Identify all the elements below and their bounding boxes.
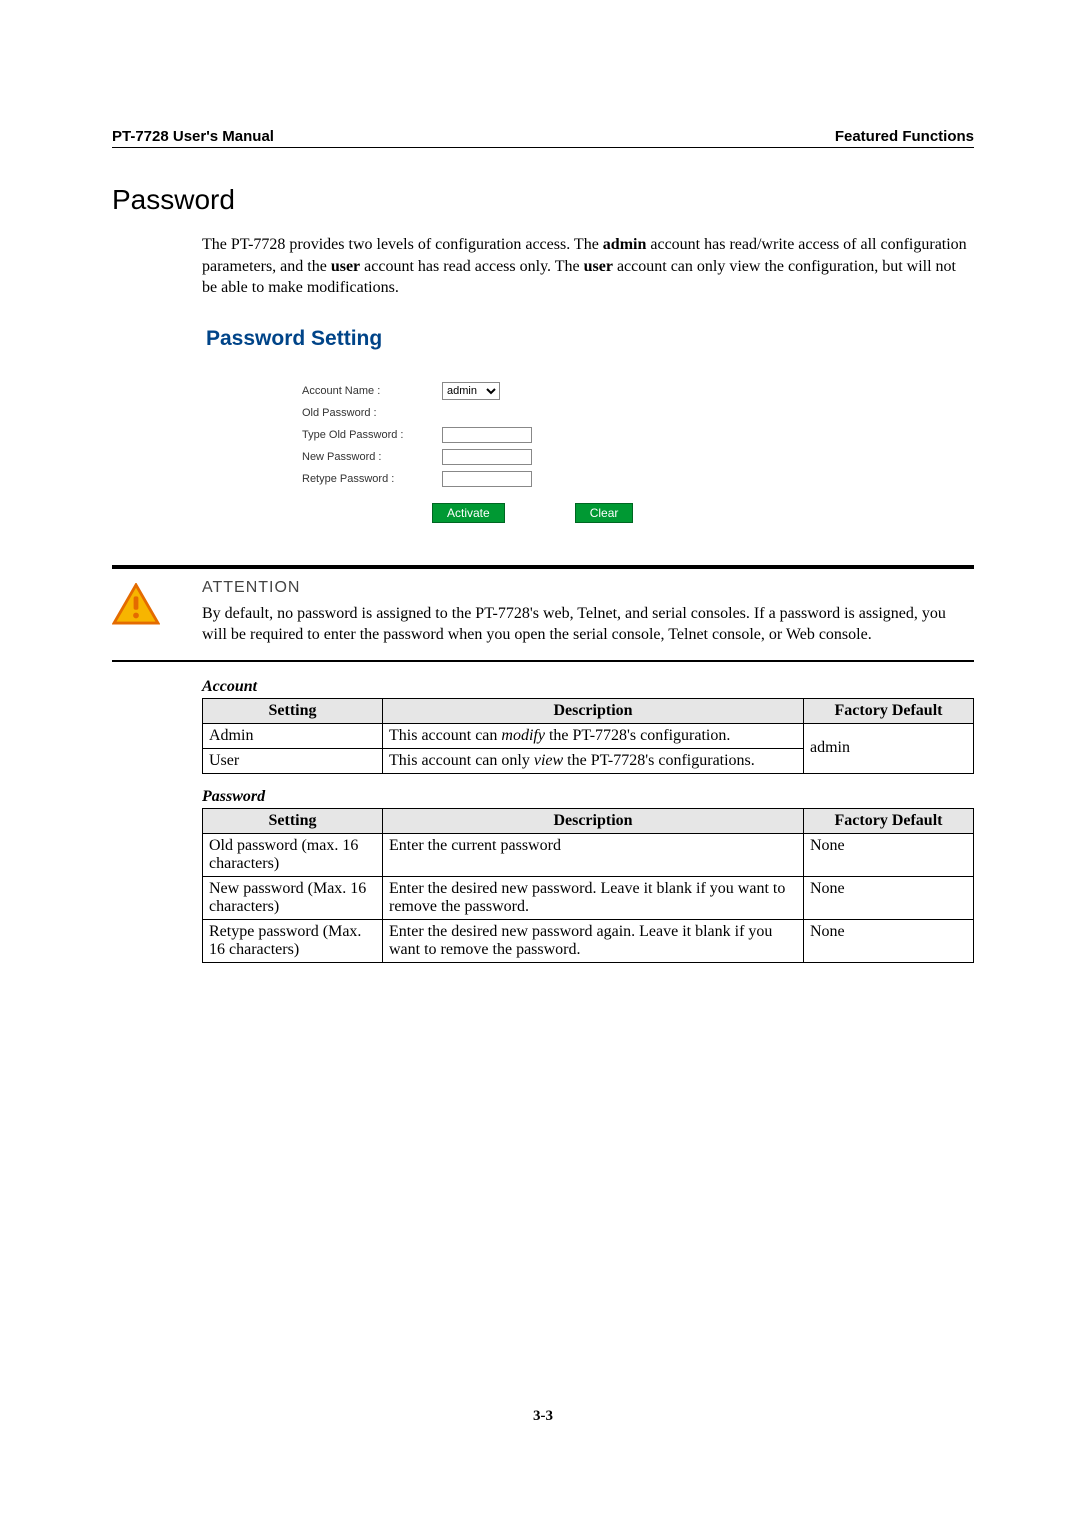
- account-user-desc: This account can only view the PT-7728's…: [383, 748, 804, 773]
- type-old-password-row: Type Old Password :: [302, 425, 702, 445]
- old-password-row: Old Password :: [302, 403, 702, 423]
- activate-button[interactable]: Activate: [432, 503, 505, 523]
- account-admin-desc: This account can modify the PT-7728's co…: [383, 723, 804, 748]
- form-area: Account Name : admin Old Password : Type…: [202, 381, 702, 523]
- page-header: PT-7728 User's Manual Featured Functions: [112, 128, 974, 148]
- intro-b2: user: [331, 258, 360, 275]
- page-number: 3-3: [112, 1408, 974, 1425]
- retype-password-label: Retype Password :: [302, 473, 442, 485]
- account-name-label: Account Name :: [302, 385, 442, 397]
- new-password-input[interactable]: [442, 449, 532, 465]
- password-th-setting: Setting: [203, 808, 383, 833]
- type-old-password-label: Type Old Password :: [302, 429, 442, 441]
- account-name-select[interactable]: admin: [442, 382, 500, 400]
- attention-text: By default, no password is assigned to t…: [202, 603, 974, 646]
- button-row: Activate Clear: [302, 503, 702, 523]
- desc-post: the PT-7728's configuration.: [545, 727, 730, 744]
- section-title: Password: [112, 184, 974, 216]
- account-th-desc: Description: [383, 698, 804, 723]
- attention-title: ATTENTION: [202, 579, 974, 597]
- attention-body: ATTENTION By default, no password is ass…: [178, 579, 974, 646]
- intro-t3: account has read access only. The: [360, 258, 583, 275]
- header-left: PT-7728 User's Manual: [112, 128, 274, 145]
- account-th-default: Factory Default: [804, 698, 974, 723]
- account-table-caption: Account: [202, 678, 974, 696]
- intro-b1: admin: [603, 236, 647, 253]
- pw-row0-setting: Old password (max. 16 characters): [203, 833, 383, 876]
- table-row: New password (Max. 16 characters) Enter …: [203, 876, 974, 919]
- account-table: Setting Description Factory Default Admi…: [202, 698, 974, 774]
- pw-row2-desc: Enter the desired new password again. Le…: [383, 919, 804, 962]
- table-row: Admin This account can modify the PT-772…: [203, 723, 974, 748]
- new-password-label: New Password :: [302, 451, 442, 463]
- password-table: Setting Description Factory Default Old …: [202, 808, 974, 963]
- pw-row1-setting: New password (Max. 16 characters): [203, 876, 383, 919]
- password-th-desc: Description: [383, 808, 804, 833]
- password-table-caption: Password: [202, 788, 974, 806]
- pw-row1-default: None: [804, 876, 974, 919]
- attention-block: ATTENTION By default, no password is ass…: [112, 565, 974, 662]
- desc-pre: This account can only: [389, 752, 534, 769]
- intro-b3: user: [584, 258, 613, 275]
- password-th-default: Factory Default: [804, 808, 974, 833]
- retype-password-input[interactable]: [442, 471, 532, 487]
- pw-row2-setting: Retype password (Max. 16 characters): [203, 919, 383, 962]
- desc-pre: This account can: [389, 727, 501, 744]
- account-default: admin: [804, 723, 974, 773]
- pw-row0-default: None: [804, 833, 974, 876]
- desc-italic: view: [534, 752, 563, 769]
- desc-italic: modify: [501, 727, 545, 744]
- account-user-setting: User: [203, 748, 383, 773]
- pw-row1-desc: Enter the desired new password. Leave it…: [383, 876, 804, 919]
- desc-post: the PT-7728's configurations.: [563, 752, 755, 769]
- clear-button[interactable]: Clear: [575, 503, 634, 523]
- retype-password-row: Retype Password :: [302, 469, 702, 489]
- pw-row2-default: None: [804, 919, 974, 962]
- new-password-row: New Password :: [302, 447, 702, 467]
- header-right: Featured Functions: [835, 128, 974, 145]
- intro-t1: The PT-7728 provides two levels of confi…: [202, 236, 603, 253]
- type-old-password-input[interactable]: [442, 427, 532, 443]
- account-admin-setting: Admin: [203, 723, 383, 748]
- pw-row0-desc: Enter the current password: [383, 833, 804, 876]
- table-row: Old password (max. 16 characters) Enter …: [203, 833, 974, 876]
- account-th-setting: Setting: [203, 698, 383, 723]
- warning-icon: [112, 579, 160, 646]
- account-name-row: Account Name : admin: [302, 381, 702, 401]
- screenshot-title: Password Setting: [202, 317, 702, 381]
- table-row: Retype password (Max. 16 characters) Ent…: [203, 919, 974, 962]
- old-password-label: Old Password :: [302, 407, 442, 419]
- intro-paragraph: The PT-7728 provides two levels of confi…: [202, 234, 974, 299]
- password-setting-screenshot: Password Setting Account Name : admin Ol…: [202, 313, 702, 541]
